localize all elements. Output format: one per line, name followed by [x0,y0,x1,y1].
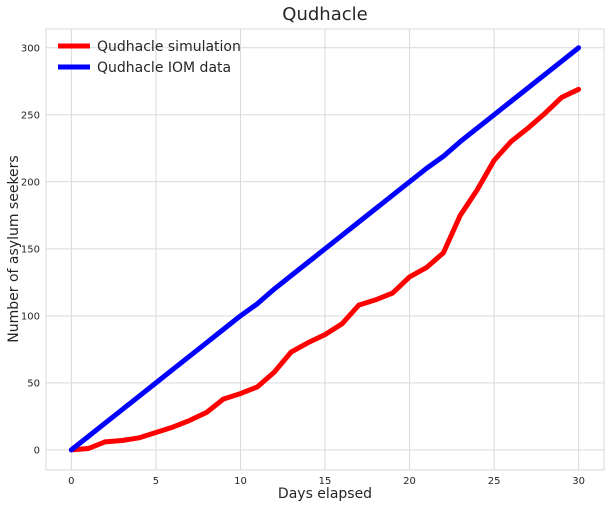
y-tick-label-4: 200 [21,177,40,188]
y-tick-label-1: 50 [27,378,40,389]
plot-frame [45,28,605,471]
x-tick-label-0: 0 [68,476,74,487]
legend-label-simulation: Qudhacle simulation [97,39,241,55]
x-tick-label-5: 25 [488,476,501,487]
x-tick-label-4: 20 [403,476,416,487]
y-tick-label-6: 300 [21,43,40,54]
y-tick-label-5: 250 [21,110,40,121]
legend: Qudhacle simulation Qudhacle IOM data [58,39,241,76]
series-line-1 [68,45,582,453]
y-tick-label-2: 100 [21,311,40,322]
x-axis-label: Days elapsed [278,486,372,502]
chart-title: Qudhacle [282,4,367,25]
x-tick-label-6: 30 [572,476,585,487]
series-line-0 [68,86,582,453]
legend-label-iom-data: Qudhacle IOM data [97,60,231,76]
series-lines [68,45,582,453]
x-tick-label-1: 5 [153,476,159,487]
y-axis-label: Number of asylum seekers [6,155,22,342]
y-tick-label-3: 150 [21,244,40,255]
y-tick-label-0: 0 [34,445,40,456]
x-tick-label-2: 10 [234,476,247,487]
x-tick-label-3: 15 [319,476,332,487]
grid-lines [46,29,604,470]
